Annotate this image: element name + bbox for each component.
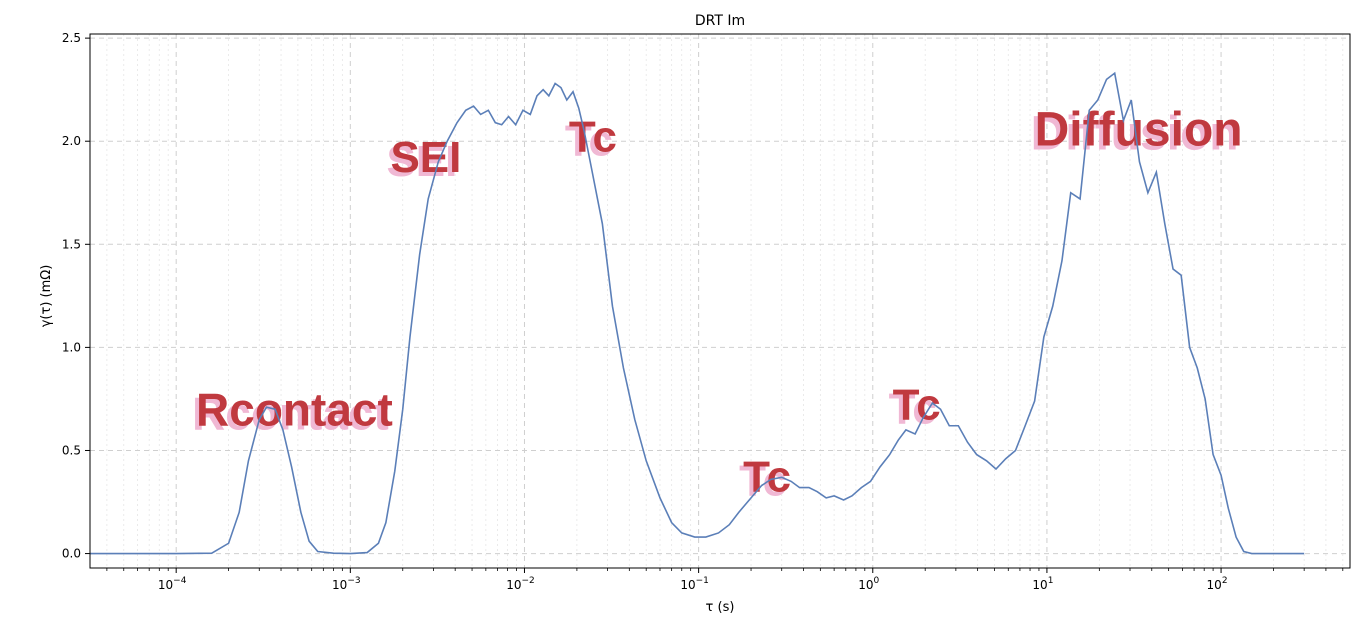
plot-frame <box>89 33 1351 569</box>
x-tick-exponent: −1 <box>696 576 709 586</box>
drt-series-line <box>90 71 1305 555</box>
x-tick-exponent: 0 <box>874 576 880 586</box>
y-tick-label: 0.5 <box>62 443 81 457</box>
x-tick-base: 10 <box>158 578 173 592</box>
y-tick-label: 2.0 <box>62 134 81 148</box>
annotation-label: Tc <box>893 381 941 430</box>
annotation-label: Tc <box>569 113 617 162</box>
x-tick-label: 10−3 <box>332 576 361 592</box>
x-tick-base: 10 <box>506 578 521 592</box>
x-tick-exponent: −4 <box>173 576 187 586</box>
x-tick-exponent: 1 <box>1048 576 1054 586</box>
annotation-shadow: Rcontact <box>192 388 389 440</box>
x-tick-base: 10 <box>1207 578 1222 592</box>
x-tick-base: 10 <box>680 578 695 592</box>
y-tick-label: 1.0 <box>62 340 81 354</box>
annotation-label: Diffusion <box>1035 103 1243 156</box>
annotation-shadow: Diffusion <box>1031 107 1239 160</box>
x-tick-exponent: 2 <box>1222 576 1228 586</box>
x-tick-label: 10−2 <box>506 576 535 592</box>
chart-title: DRT Im <box>695 13 745 29</box>
x-axis-label: τ (s) <box>706 600 735 615</box>
x-tick-base: 10 <box>1032 578 1047 592</box>
annotation-label: SEI <box>390 133 461 182</box>
x-tick-base: 10 <box>858 578 873 592</box>
y-axis-ticks: 0.0 0.5 1.0 1.5 2.0 2.5 <box>62 31 90 561</box>
x-tick-base: 10 <box>332 578 347 592</box>
y-tick-label: 2.5 <box>62 31 81 45</box>
x-tick-label: 10−1 <box>680 576 709 592</box>
x-tick-label: 100 <box>858 576 879 592</box>
x-tick-label: 10−4 <box>158 576 187 592</box>
annotation-label: Rcontact <box>196 384 393 436</box>
y-axis-label: γ(τ) (mΩ) <box>39 265 54 328</box>
x-tick-exponent: −3 <box>347 576 360 586</box>
x-tick-label: 101 <box>1032 576 1053 592</box>
x-tick-label: 102 <box>1207 576 1228 592</box>
grid <box>90 34 1350 568</box>
x-axis-ticks: 10−4 10−3 10−2 10−1 100 101 102 <box>106 568 1344 592</box>
annotation-label: Tc <box>743 453 791 502</box>
annotation-shadow: Tc <box>739 457 787 506</box>
y-tick-label: 1.5 <box>62 237 81 251</box>
x-tick-exponent: −2 <box>521 576 534 586</box>
y-tick-label: 0.0 <box>62 547 81 561</box>
